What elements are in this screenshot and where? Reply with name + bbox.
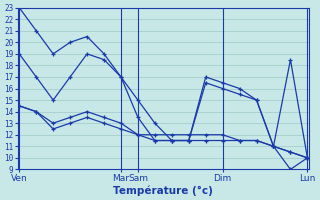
X-axis label: Température (°c): Température (°c) — [113, 185, 213, 196]
